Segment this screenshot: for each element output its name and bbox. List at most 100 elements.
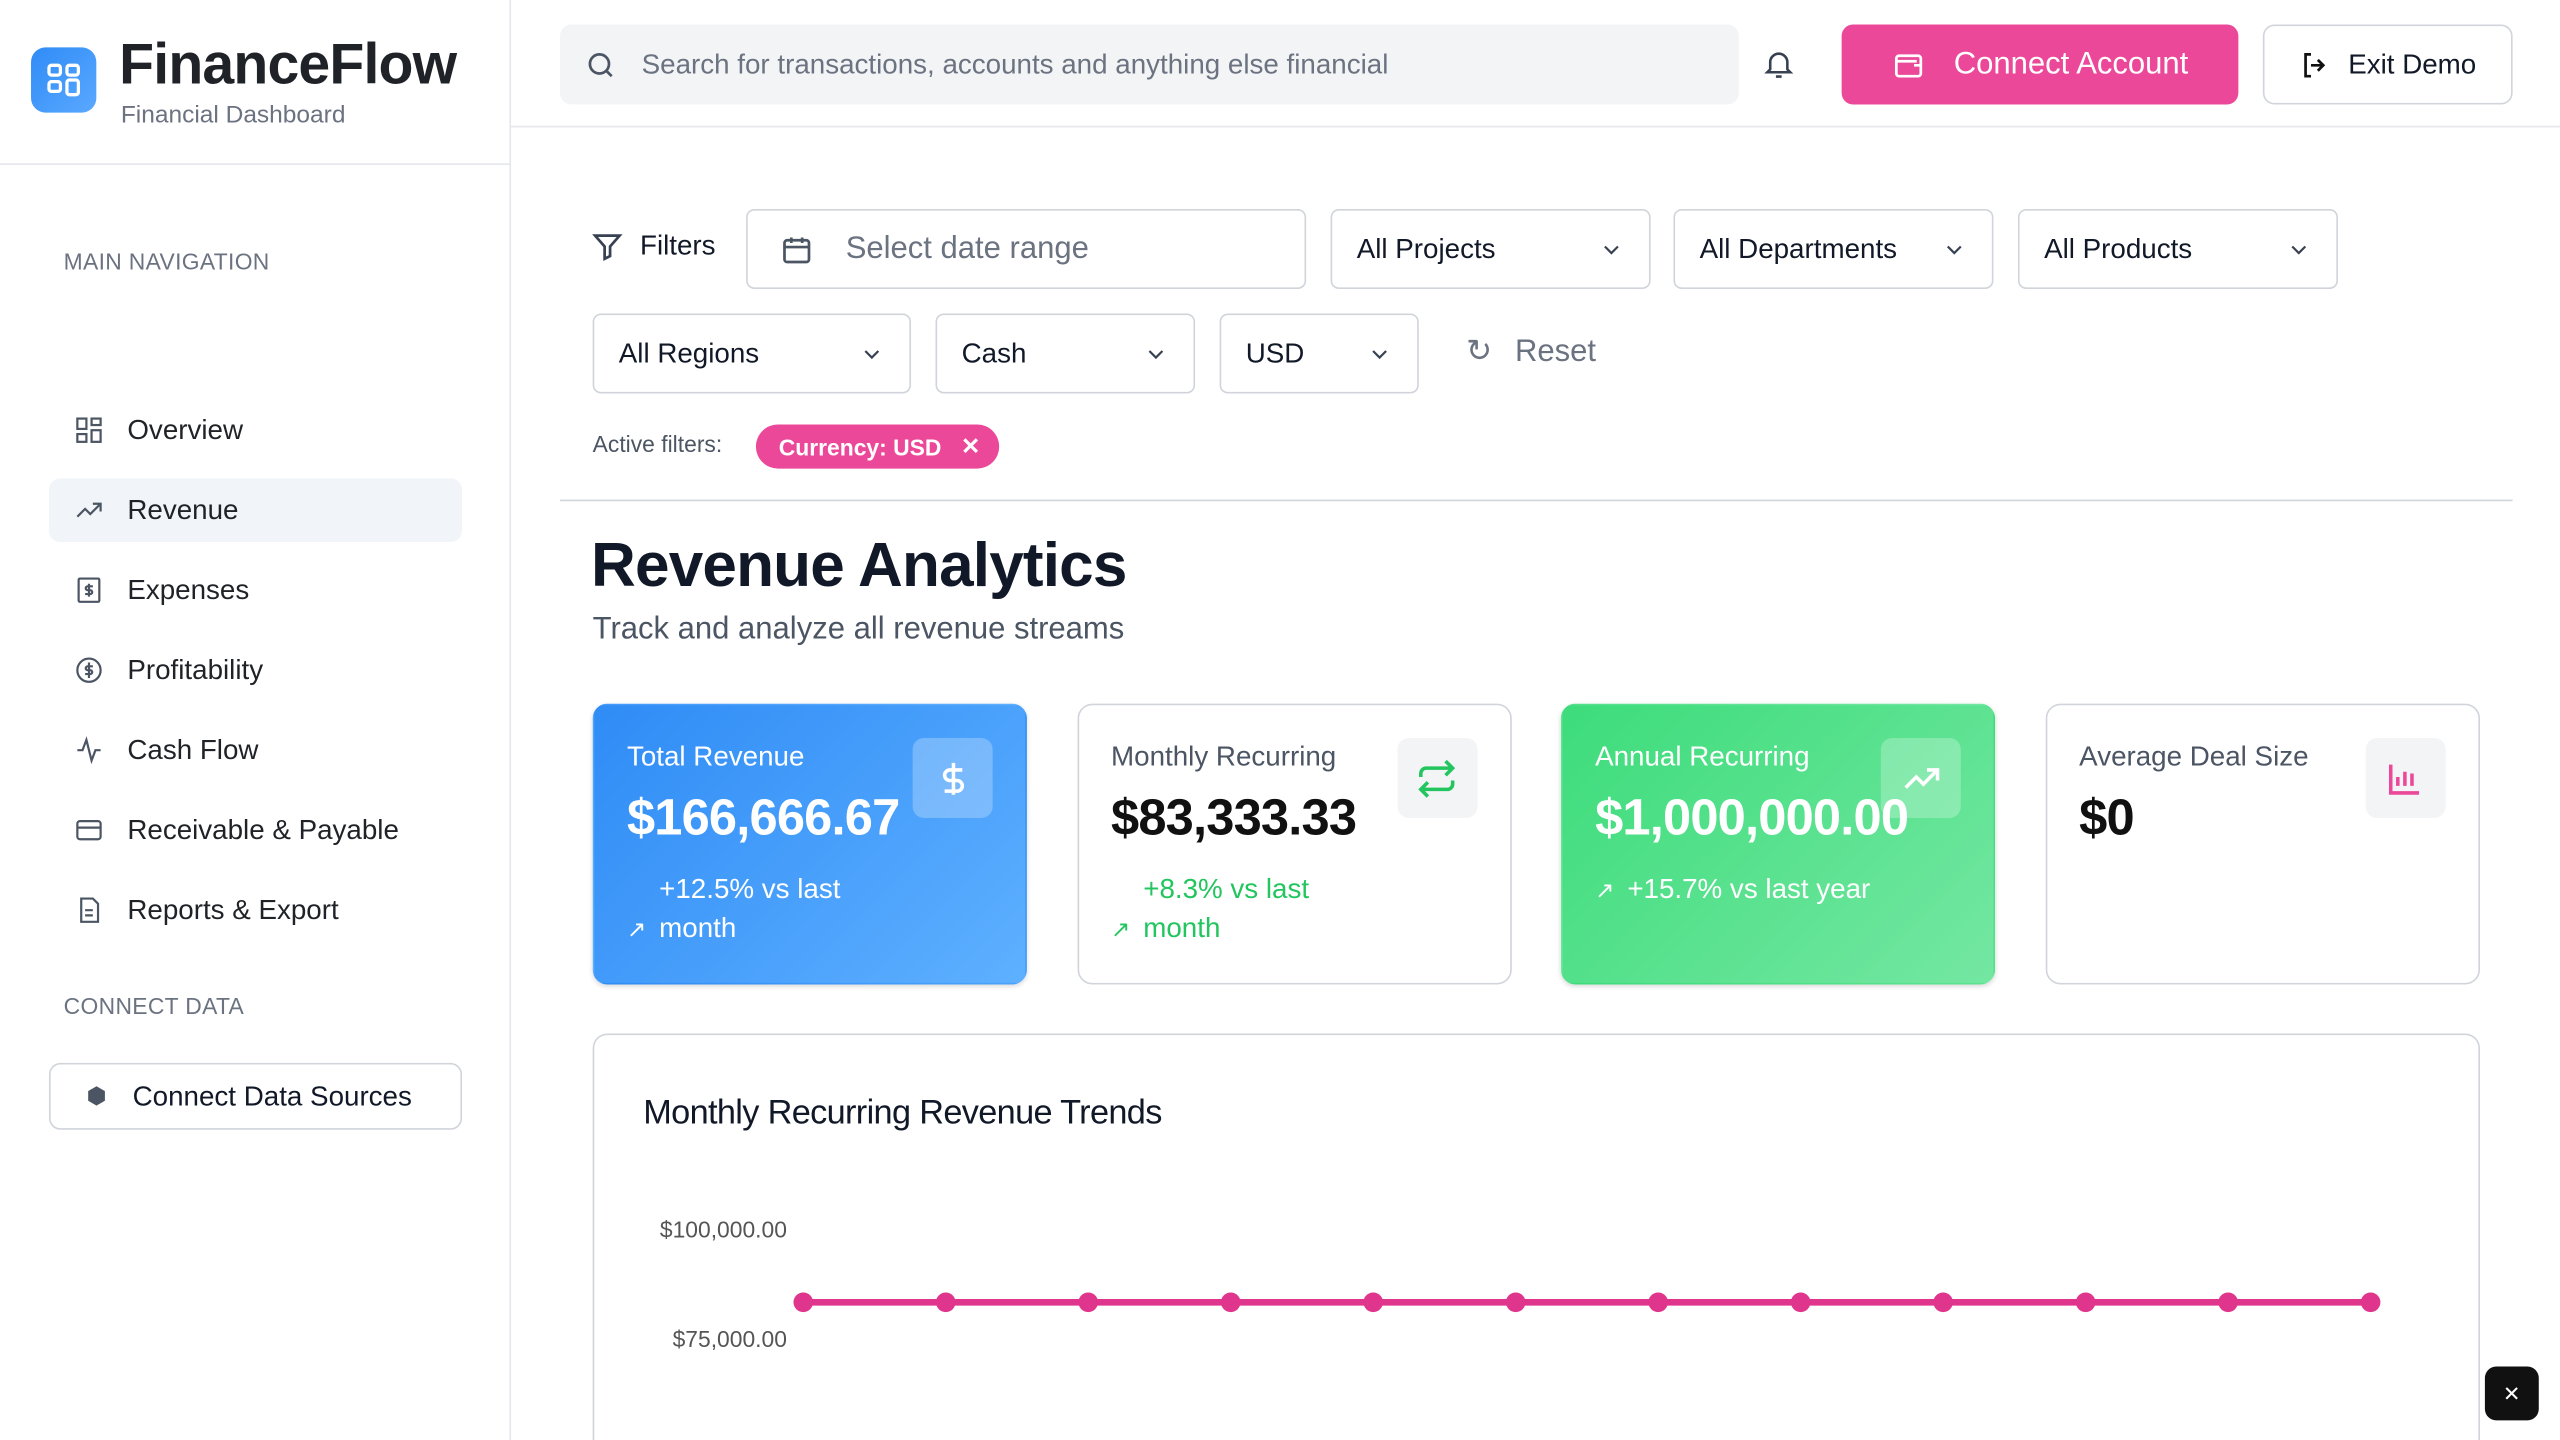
kpi-card: Average Deal Size $0: [2044, 703, 2480, 985]
page-subtitle: Track and analyze all revenue streams: [592, 612, 1125, 647]
sidebar-item-label: Receivable & Payable: [127, 813, 399, 845]
data-point[interactable]: [935, 1292, 956, 1313]
close-icon[interactable]: ✕: [960, 432, 981, 459]
select-value: Cash: [961, 337, 1027, 369]
line-chart: $100,000.00 $75,000.00: [660, 1217, 2381, 1352]
kpi-card: Monthly Recurring $83,333.33 ↗ +8.3% vs l…: [1076, 703, 1512, 985]
nav-heading: MAIN NAVIGATION: [63, 248, 270, 275]
active-filters-label: Active filters:: [592, 431, 723, 458]
sidebar-item-label: Reports & Export: [127, 893, 339, 925]
data-point[interactable]: [2075, 1292, 2096, 1313]
data-point[interactable]: [1078, 1292, 1099, 1313]
select-value: All Projects: [1356, 232, 1496, 264]
sidebar: FinanceFlow Financial Dashboard MAIN NAV…: [0, 0, 512, 1440]
search-icon: [588, 52, 613, 77]
chevron-down-icon: [2291, 244, 2307, 254]
type-select[interactable]: Cash: [935, 313, 1196, 394]
y-tick-label: $75,000.00: [673, 1326, 787, 1352]
sidebar-item-label: Revenue: [127, 493, 239, 525]
chevron-down-icon: [1604, 244, 1619, 254]
brand-name: FinanceFlow: [119, 32, 457, 97]
brand-subtitle: Financial Dashboard: [120, 101, 346, 129]
data-point[interactable]: [793, 1292, 814, 1313]
divider: [511, 125, 2560, 128]
chevron-down-icon: [864, 349, 880, 359]
file-text-icon: [80, 897, 100, 923]
receipt-icon: [77, 577, 101, 603]
bar-chart-icon: [2364, 737, 2445, 818]
currency-select[interactable]: USD: [1219, 313, 1419, 394]
trending-up-icon: [1880, 737, 1961, 818]
connect-account-button[interactable]: Connect Account: [1841, 24, 2239, 105]
cube-icon: ⬢: [86, 1082, 107, 1109]
trending-up-icon: ↗: [1111, 915, 1131, 943]
sidebar-item-label: Cash Flow: [127, 733, 259, 765]
data-point[interactable]: [2218, 1292, 2238, 1313]
trending-up-icon: ↗: [1595, 876, 1615, 903]
connect-heading: CONNECT DATA: [63, 992, 245, 1019]
sidebar-item-label: Expenses: [127, 573, 250, 605]
chart-title: Monthly Recurring Revenue Trends: [643, 1093, 1162, 1132]
connect-data-sources-button[interactable]: ⬢ Connect Data Sources: [48, 1062, 463, 1130]
kpi-value: $166,666.67: [626, 788, 900, 846]
sidebar-item-profitability[interactable]: Profitability: [49, 638, 462, 702]
data-point[interactable]: [1648, 1292, 1668, 1313]
exit-demo-button[interactable]: Exit Demo: [2262, 24, 2513, 105]
sidebar-item-expenses[interactable]: Expenses: [49, 558, 462, 622]
trending-up-icon: [76, 502, 102, 518]
chevron-down-icon: [1946, 244, 1962, 254]
date-range-picker[interactable]: Select date range: [746, 208, 1307, 289]
departments-select[interactable]: All Departments: [1673, 208, 1994, 289]
logout-icon: [2304, 52, 2326, 77]
close-button[interactable]: ✕: [2484, 1366, 2539, 1421]
data-point[interactable]: [1790, 1292, 1811, 1313]
kpi-change: +15.7% vs last year: [1627, 873, 1871, 905]
products-select[interactable]: All Products: [2017, 208, 2338, 289]
sidebar-item-reports-export[interactable]: Reports & Export: [49, 878, 462, 942]
kpi-change: +12.5% vs last month: [659, 873, 841, 944]
chevron-down-icon: [1372, 349, 1387, 359]
reset-button[interactable]: ↻ Reset: [1466, 333, 1597, 369]
kpi-value: $0: [2079, 788, 2134, 846]
dollar-icon: [912, 737, 993, 818]
sidebar-item-label: Overview: [127, 413, 244, 445]
button-label: Exit Demo: [2348, 48, 2477, 80]
dollar-circle-icon: [76, 657, 102, 683]
kpi-title: Total Revenue: [626, 741, 805, 773]
grid-icon: [76, 417, 102, 443]
sidebar-item-cash-flow[interactable]: Cash Flow: [49, 718, 462, 782]
data-point[interactable]: [1505, 1292, 1526, 1313]
button-label: Connect Data Sources: [132, 1079, 412, 1112]
select-value: All Regions: [618, 337, 760, 369]
regions-select[interactable]: All Regions: [592, 313, 912, 394]
data-point[interactable]: [1220, 1292, 1241, 1313]
select-value: All Products: [2044, 232, 2193, 264]
data-point[interactable]: [1933, 1292, 1953, 1313]
data-point[interactable]: [1363, 1292, 1384, 1313]
bell-icon[interactable]: [1762, 46, 1796, 90]
logo-icon: [31, 47, 97, 113]
filters-label: Filters: [591, 230, 716, 263]
search-input[interactable]: Search for transactions, accounts and an…: [559, 24, 1739, 105]
reset-icon: ↻: [1466, 334, 1493, 369]
filter-icon: [592, 234, 623, 261]
kpi-title: Average Deal Size: [2079, 741, 2309, 773]
mrr-chart-card: Monthly Recurring Revenue Trends $100,00…: [592, 1033, 2480, 1440]
kpi-value: $83,333.33: [1111, 788, 1357, 846]
kpi-card: Annual Recurring $1,000,000.00 ↗ +15.7% v…: [1560, 703, 1996, 985]
divider: [0, 163, 512, 165]
select-value: All Departments: [1699, 232, 1898, 264]
kpi-card: Total Revenue $166,666.67 ↗ +12.5% vs las…: [592, 703, 1027, 985]
button-label: Connect Account: [1953, 46, 2189, 81]
y-tick-label: $100,000.00: [660, 1217, 787, 1243]
sidebar-item-overview[interactable]: Overview: [49, 398, 462, 462]
kpi-title: Annual Recurring: [1595, 741, 1810, 773]
page-title: Revenue Analytics: [591, 532, 1127, 601]
kpi-change: +8.3% vs last month: [1143, 873, 1310, 944]
projects-select[interactable]: All Projects: [1330, 208, 1651, 289]
sidebar-item-receivable-payable[interactable]: Receivable & Payable: [49, 798, 462, 862]
sidebar-item-revenue[interactable]: Revenue: [48, 478, 463, 543]
data-point[interactable]: [2360, 1292, 2381, 1313]
credit-card-icon: [76, 820, 102, 841]
close-icon: ✕: [2502, 1380, 2521, 1405]
